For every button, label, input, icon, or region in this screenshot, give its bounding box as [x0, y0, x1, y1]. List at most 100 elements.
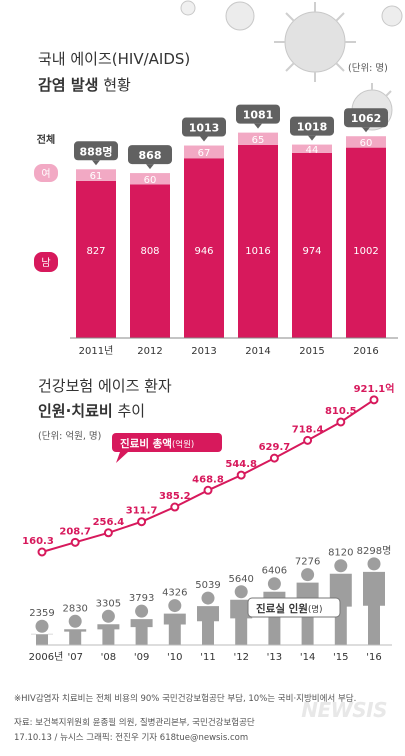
- x-tick-label: '07: [67, 652, 82, 663]
- person-body: [197, 606, 219, 645]
- bar-female-value: 60: [360, 138, 373, 149]
- x-tick-label: '09: [134, 652, 149, 663]
- chart1-title-line2: 감염 발생 현황: [38, 74, 131, 95]
- cost-point: [336, 417, 346, 427]
- person-head: [135, 604, 149, 618]
- people-value: 2830: [62, 603, 87, 614]
- person-body: [230, 599, 253, 645]
- person-body: [329, 573, 352, 645]
- row-label-total: 전체: [37, 133, 55, 146]
- cost-value: 629.7: [259, 442, 291, 453]
- total-value: 1062: [351, 112, 382, 125]
- bar-male-value: 827: [86, 246, 105, 257]
- cost-value: 160.3: [22, 536, 54, 547]
- x-tick-label: '15: [333, 652, 348, 663]
- cost-point: [70, 537, 80, 547]
- chart2-title-bold: 인원·치료비: [38, 402, 113, 420]
- x-tick-label: '08: [101, 652, 116, 663]
- chart1-title-rest: 현황: [98, 76, 131, 94]
- total-callout: [182, 117, 226, 137]
- x-tick-label: '16: [366, 652, 381, 663]
- total-value: 888명: [79, 144, 112, 158]
- row-label-female-pill: [34, 164, 58, 182]
- bar-female: [346, 136, 386, 148]
- x-tick-label: 2011년: [79, 345, 114, 357]
- person-body: [64, 629, 87, 645]
- person-body: [163, 613, 186, 645]
- cost-value: 718.4: [292, 424, 324, 435]
- x-tick-label: '14: [300, 652, 315, 663]
- people-legend-label: 진료실 인원(명): [256, 602, 322, 615]
- total-callout: [128, 145, 172, 165]
- cost-value: 256.4: [93, 517, 125, 528]
- cost-legend-box: [112, 433, 222, 452]
- total-callout: [236, 104, 280, 124]
- bar-male-value: 974: [302, 246, 321, 257]
- row-label-female: 여: [41, 168, 50, 180]
- cost-point: [170, 502, 180, 512]
- newsis-logo: NEWSIS: [301, 698, 387, 722]
- bar-female: [238, 132, 278, 145]
- chart1-title-line1: 국내 에이즈(HIV/AIDS): [38, 50, 191, 68]
- source-line-2: 17.10.13 / 뉴시스 그래픽: 전진우 기자 618tue@newsis…: [14, 733, 249, 743]
- bar-male-value: 808: [140, 246, 159, 257]
- chart2-title-line1: 건강보험 에이즈 환자: [38, 377, 172, 395]
- person-head: [68, 614, 82, 628]
- people-value: 2359: [29, 608, 54, 619]
- cost-value: 468.8: [192, 474, 224, 485]
- people-value: 3793: [129, 593, 154, 604]
- cost-value: 208.7: [59, 526, 91, 537]
- x-tick-label: 2012: [137, 346, 162, 357]
- x-tick-label: 2013: [191, 346, 216, 357]
- total-value: 1013: [189, 122, 220, 135]
- chart2-title-rest: 추이: [112, 402, 146, 420]
- cost-value: 385.2: [159, 491, 191, 502]
- bar-female: [130, 173, 170, 185]
- bar-female: [184, 145, 224, 159]
- person-head: [367, 557, 381, 571]
- cost-legend-pointer: [116, 452, 128, 463]
- total-callout-pointer: [308, 135, 316, 141]
- people-value: 7276: [295, 557, 320, 568]
- row-label-male: 남: [41, 257, 50, 269]
- source-line-1: 자료: 보건복지위원회 윤종필 의원, 질병관리본부, 국민건강보험공단: [14, 718, 255, 728]
- footnote: ※HIV감염자 치료비는 전체 비용의 90% 국민건강보험공단 부담, 10%…: [14, 694, 357, 704]
- bar-female: [292, 144, 332, 153]
- chart2-unit: (단위: 억원, 명): [38, 431, 102, 442]
- bar-male: [346, 147, 386, 338]
- x-tick-label: 2015: [299, 346, 324, 357]
- people-value: 5039: [195, 580, 220, 591]
- person-body: [31, 633, 53, 645]
- bar-male-value: 1002: [353, 246, 378, 257]
- person-head: [267, 577, 281, 591]
- bar-female-value: 65: [252, 135, 265, 146]
- person-head: [234, 585, 248, 599]
- total-callout-pointer: [146, 164, 154, 170]
- person-head: [168, 599, 182, 613]
- bar-male: [76, 180, 116, 338]
- bar-female-value: 44: [306, 145, 319, 156]
- chart1-unit: (단위: 명): [348, 63, 388, 74]
- people-value: 8120: [328, 548, 353, 559]
- x-tick-label: '12: [233, 652, 248, 663]
- bar-female-value: 60: [144, 175, 157, 186]
- people-value: 6406: [262, 566, 287, 577]
- person-body: [363, 571, 385, 645]
- chart1-title-bold: 감염 발생: [38, 76, 99, 94]
- cost-point: [236, 470, 246, 480]
- total-callout-pointer: [254, 123, 262, 129]
- people-value: 8298명: [357, 545, 392, 557]
- bar-male: [130, 184, 170, 338]
- cost-legend-label: 진료비 총액(억원): [120, 437, 194, 450]
- bar-male: [292, 152, 332, 338]
- x-tick-label: '11: [200, 652, 215, 663]
- total-value: 1081: [243, 109, 274, 122]
- person-head: [301, 568, 315, 582]
- total-value: 868: [139, 149, 162, 162]
- person-head: [334, 559, 348, 573]
- cost-value: 544.8: [225, 459, 257, 470]
- person-head: [35, 619, 49, 633]
- total-callout-pointer: [92, 160, 100, 166]
